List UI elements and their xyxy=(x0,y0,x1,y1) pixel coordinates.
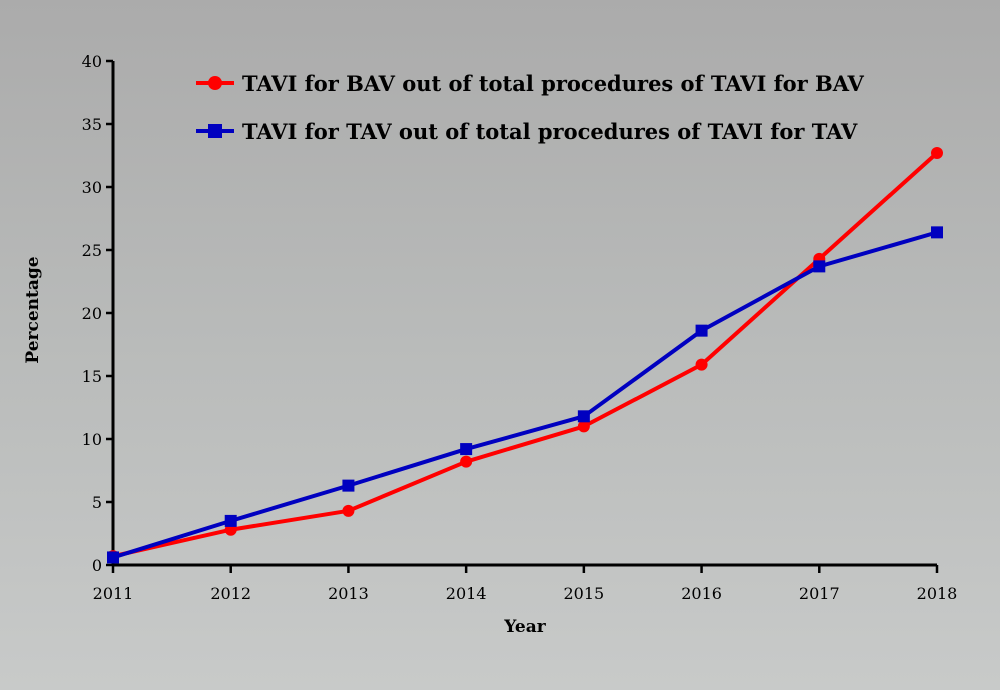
series-line xyxy=(112,151,939,559)
x-ticks: 2011 2012 2013 2014 2015 2016 2017 2018 xyxy=(93,565,958,603)
data-point xyxy=(931,226,943,239)
x-tick-label: 2017 xyxy=(799,584,840,603)
y-tick-label: 0 xyxy=(92,556,102,575)
data-point xyxy=(695,358,708,371)
x-tick-label: 2011 xyxy=(93,584,134,603)
legend-label: TAVI for BAV out of total procedures of … xyxy=(242,71,865,96)
y-ticks: 0 5 10 15 20 25 30 35 40 xyxy=(82,52,113,575)
x-tick-label: 2015 xyxy=(563,584,604,603)
data-point xyxy=(695,324,708,337)
x-axis-title: Year xyxy=(503,617,546,637)
legend-item: TAVI for BAV out of total procedures of … xyxy=(196,71,865,96)
legend-marker xyxy=(208,76,222,90)
series-line xyxy=(112,230,938,560)
data-point xyxy=(460,443,473,456)
x-tick-label: 2012 xyxy=(210,584,251,603)
data-point xyxy=(460,455,473,468)
data-point xyxy=(577,420,590,433)
legend-item: TAVI for TAV out of total procedures of … xyxy=(196,119,858,144)
data-point xyxy=(342,479,355,492)
y-tick-label: 10 xyxy=(82,430,102,449)
data-point xyxy=(931,146,943,159)
y-tick-label: 20 xyxy=(82,304,102,323)
series-1 xyxy=(107,146,943,563)
series-layer xyxy=(107,146,943,564)
x-tick-label: 2016 xyxy=(681,584,722,603)
data-point xyxy=(342,504,355,517)
series-2 xyxy=(107,226,943,564)
x-tick-label: 2014 xyxy=(446,584,487,603)
data-point xyxy=(224,514,237,527)
legend: TAVI for BAV out of total procedures of … xyxy=(196,71,865,144)
y-tick-label: 35 xyxy=(82,115,102,134)
x-tick-label: 2013 xyxy=(328,584,369,603)
y-tick-label: 15 xyxy=(82,367,102,386)
y-tick-label: 5 xyxy=(92,493,102,512)
y-tick-label: 25 xyxy=(82,241,102,260)
y-tick-label: 30 xyxy=(82,178,102,197)
data-point xyxy=(577,410,590,423)
legend-marker xyxy=(208,124,222,138)
y-tick-label: 40 xyxy=(82,52,102,71)
x-tick-label: 2018 xyxy=(917,584,958,603)
legend-label: TAVI for TAV out of total procedures of … xyxy=(242,119,858,144)
data-point xyxy=(813,260,826,273)
data-point xyxy=(107,551,119,564)
y-axis-title: Percentage xyxy=(23,256,43,363)
